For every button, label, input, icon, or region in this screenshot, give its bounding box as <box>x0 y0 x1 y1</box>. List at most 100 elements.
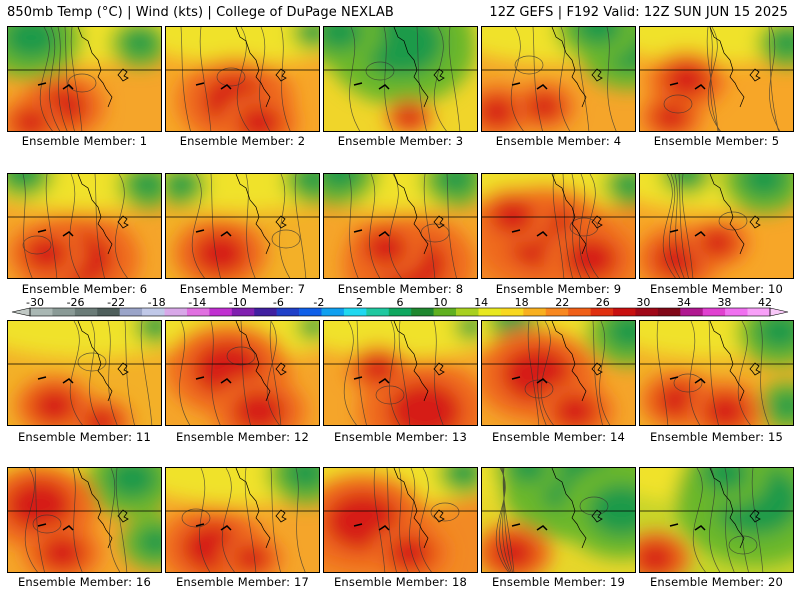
contour-line <box>69 174 81 278</box>
contour-line <box>448 27 461 131</box>
cold-core <box>284 468 319 490</box>
height-contours <box>349 27 461 131</box>
contour-line <box>210 174 221 278</box>
height-contours <box>524 321 611 425</box>
contour-closed <box>718 211 748 231</box>
colorbar-tick-label: -26 <box>67 297 85 309</box>
ensemble-member-map <box>323 173 478 279</box>
contour-line <box>259 27 271 131</box>
coastline <box>669 468 761 549</box>
contour-line <box>386 468 397 572</box>
coast-path <box>709 321 745 402</box>
contour-line <box>295 468 306 572</box>
lake-outline <box>117 362 129 376</box>
colorbar-segment <box>388 308 412 316</box>
hot-core <box>40 535 84 570</box>
ensemble-member-map <box>481 467 636 573</box>
cold-core <box>770 29 793 56</box>
island-marks <box>195 376 232 384</box>
contour-line <box>571 174 582 278</box>
colorbar-segment <box>523 308 547 316</box>
contour-closed <box>663 94 693 114</box>
hot-core <box>664 63 709 97</box>
cold-core <box>303 321 319 334</box>
height-contours <box>22 174 129 278</box>
contour-line <box>707 27 722 131</box>
ensemble-member-label: Ensemble Member: 7 <box>179 282 306 296</box>
hot-core <box>25 236 69 271</box>
contour-line <box>244 468 257 572</box>
field-shading <box>166 174 319 278</box>
ensemble-member-map <box>7 26 162 132</box>
colorbar-tick-label: 38 <box>717 297 731 309</box>
cold-core <box>167 174 196 196</box>
coast-path <box>77 27 113 108</box>
cold-core <box>143 321 161 336</box>
cold-core <box>509 468 548 483</box>
contour-line <box>179 321 191 425</box>
contour-line <box>709 468 721 572</box>
colorbar-segment <box>456 308 479 316</box>
contour-line <box>140 321 153 425</box>
colorbar-tick-label: -10 <box>229 297 247 309</box>
ensemble-member-map <box>165 26 320 132</box>
ensemble-member-label: Ensemble Member: 16 <box>17 575 152 589</box>
contour-line <box>348 174 359 278</box>
island-marks <box>511 229 548 237</box>
contour-closed <box>271 229 301 249</box>
island-marks <box>37 229 74 237</box>
ensemble-member-label: Ensemble Member: 3 <box>337 134 464 148</box>
colorbar-segment <box>545 308 569 316</box>
coastline <box>669 27 761 108</box>
field-shading <box>324 468 477 572</box>
contour-line <box>269 321 282 425</box>
contour-line <box>579 174 591 278</box>
temperature-field <box>166 468 319 572</box>
contour-line <box>416 27 427 131</box>
contour-line <box>433 27 448 131</box>
ensemble-member-map <box>7 173 162 279</box>
island-marks <box>353 229 390 237</box>
colorbar-segment <box>366 308 390 316</box>
ensemble-member-map <box>639 467 794 573</box>
island-marks <box>669 229 706 237</box>
colorbar-segment <box>433 308 457 316</box>
cold-core <box>770 392 793 419</box>
cold-core <box>740 174 788 198</box>
colorbar-segment <box>568 308 591 316</box>
contour-closed <box>365 61 395 81</box>
height-contours <box>552 174 600 278</box>
contour-line <box>502 468 515 572</box>
colorbar-frame <box>29 307 771 317</box>
header-run-info: 12Z GEFS | F192 Valid: 12Z SUN JUN 15 20… <box>489 5 788 20</box>
hot-core <box>8 479 72 531</box>
cold-core <box>123 29 157 56</box>
island-marks <box>353 82 390 90</box>
ensemble-member-map <box>323 320 478 426</box>
ensemble-member-map <box>7 320 162 426</box>
lake-outline <box>591 215 603 229</box>
height-contours <box>656 321 770 425</box>
lake-outline <box>117 68 129 82</box>
island-marks <box>195 523 232 531</box>
lake-outline <box>749 509 761 523</box>
contour-line <box>389 321 401 425</box>
contour-line <box>191 174 206 278</box>
coast-path <box>393 321 429 402</box>
cold-core <box>131 174 161 198</box>
contour-line <box>114 174 129 278</box>
field-shading <box>166 321 319 425</box>
hot-core <box>360 355 396 383</box>
hot-core <box>564 238 617 278</box>
island-marks <box>195 229 232 237</box>
temperature-field <box>8 321 161 425</box>
contour-line <box>540 321 555 425</box>
contour-closed <box>420 223 450 243</box>
coast-path <box>77 174 113 255</box>
colorbar-low-arrow <box>11 307 31 317</box>
lake-outline <box>117 215 129 229</box>
colorbar-tick-label: 10 <box>434 297 448 309</box>
colorbar-tick-label: 42 <box>758 297 772 309</box>
contour-line <box>343 321 358 425</box>
coastline <box>195 321 287 402</box>
